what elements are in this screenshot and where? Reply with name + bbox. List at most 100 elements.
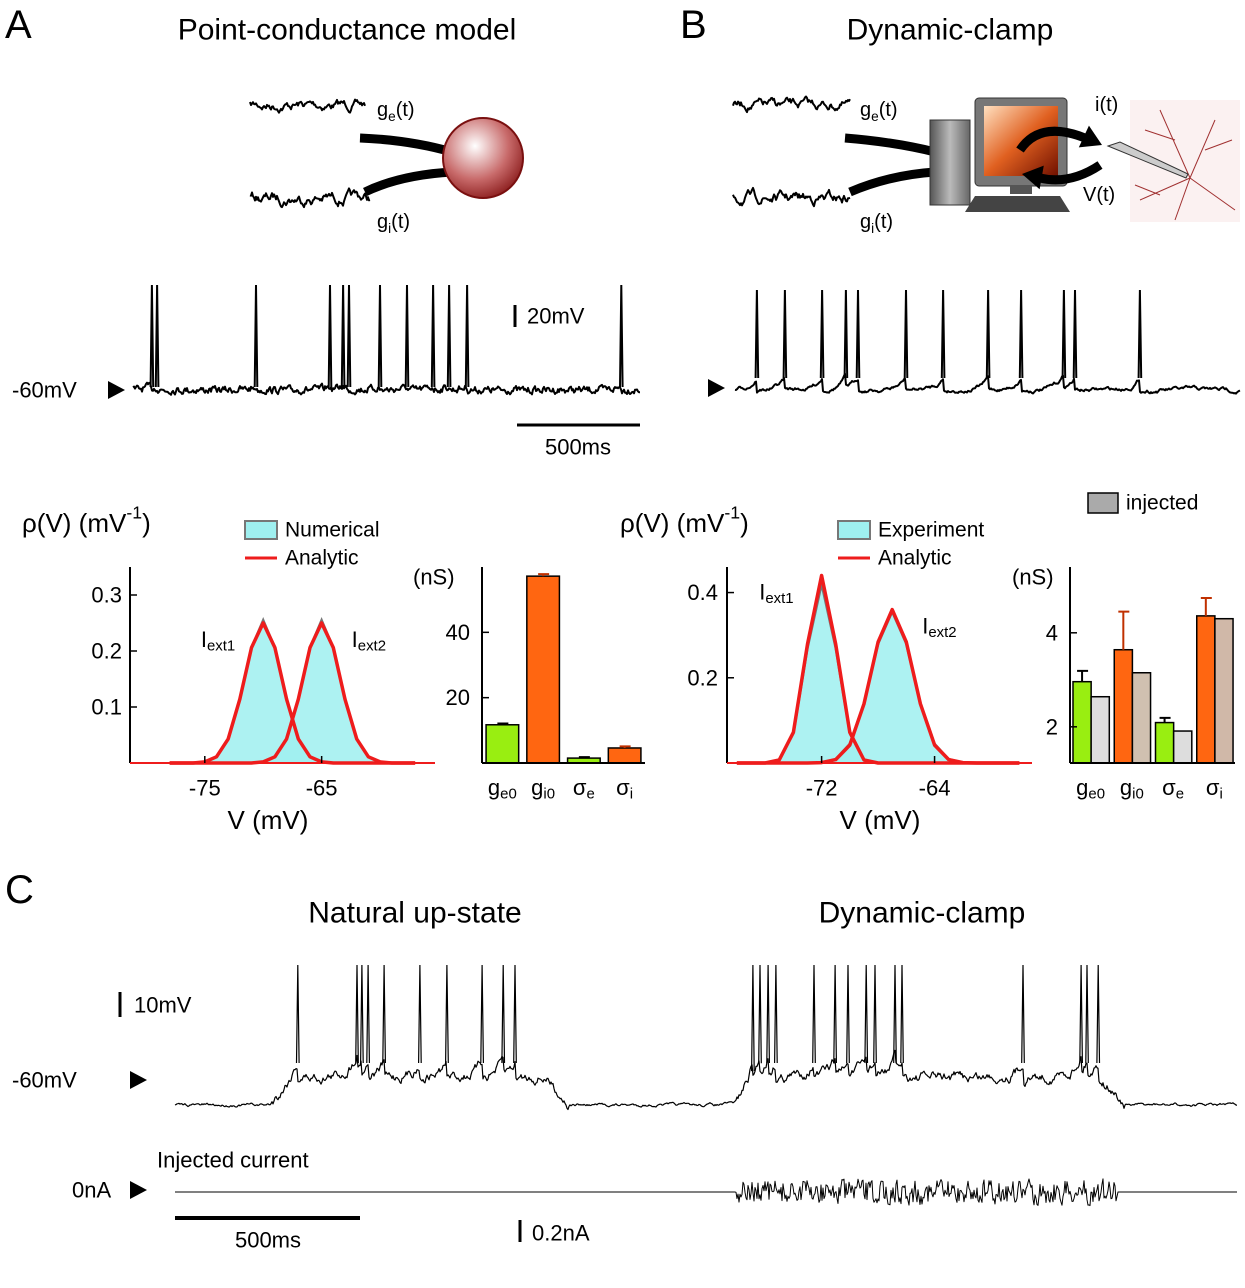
y-axis-label-part: ρ(V) (mV: [22, 508, 127, 538]
y-tick-label: 0.1: [91, 695, 122, 720]
annotation-part: I: [201, 627, 207, 652]
legend-label: Experiment: [878, 519, 984, 542]
y-tick-label: 0.3: [91, 583, 122, 608]
area-fill: [169, 620, 416, 763]
scale-label: 0.2nA: [532, 1221, 590, 1246]
spike: [1079, 964, 1083, 1064]
dendrite: [1139, 177, 1191, 201]
neuron-model: [442, 117, 524, 199]
arrow: [363, 167, 453, 197]
spike: [346, 284, 352, 388]
dendrite: [1134, 184, 1161, 196]
input-wave: [732, 186, 851, 208]
input-label: ge(t): [377, 99, 415, 124]
x-tick-label: σi: [616, 775, 633, 803]
area-fill: [736, 584, 1020, 763]
spike: [149, 284, 155, 388]
spike: [864, 964, 869, 1064]
legend-swatch: [1087, 492, 1119, 514]
x-axis-label: V (mV): [228, 805, 309, 835]
x-tick-label-part: e0: [1088, 785, 1105, 802]
x-tick-label-part: i: [1220, 785, 1223, 802]
dendrite: [1204, 139, 1233, 151]
error-bar: [538, 573, 550, 577]
spike: [900, 964, 904, 1064]
x-tick-label: σe: [1162, 775, 1184, 803]
bar: [1072, 680, 1092, 764]
output-label: i(t): [1095, 94, 1118, 116]
spike: [1085, 964, 1089, 1064]
input-label: gi(t): [860, 211, 893, 236]
spike: [1018, 289, 1024, 379]
legend-swatch: [244, 520, 278, 540]
annotation-part: ext2: [358, 637, 386, 654]
input-label-part: i: [388, 221, 391, 236]
input-label-part: e: [388, 109, 396, 124]
output-label: V(t): [1083, 184, 1115, 206]
spike: [480, 964, 484, 1064]
input-wave: [249, 98, 366, 114]
y-tick-label: 4: [1046, 620, 1058, 645]
error-bar: [619, 745, 631, 748]
spike: [501, 964, 506, 1064]
y-axis-label-part: -1: [126, 503, 142, 523]
arrow-head: [1078, 125, 1102, 148]
input-wave: [732, 95, 851, 114]
input-label-part: (t): [874, 211, 893, 233]
annotation-part: ext1: [765, 590, 793, 607]
computer-tower: [929, 119, 971, 206]
spike: [751, 964, 755, 1072]
y-tick-label: 20: [446, 685, 470, 710]
bar: [1131, 672, 1152, 764]
spike: [782, 289, 788, 379]
y-axis-label: (nS): [1012, 565, 1054, 590]
panel-title: Dynamic-clamp: [819, 897, 1026, 930]
arrow: [359, 133, 454, 157]
y-axis-label-part: ρ(V) (mV: [620, 508, 725, 538]
spike: [812, 964, 816, 1064]
input-label-part: (t): [396, 99, 415, 121]
marker-arrow: [708, 379, 725, 397]
bar: [1172, 730, 1193, 764]
input-label-part: g: [860, 99, 871, 121]
x-tick-label-part: σ: [1162, 775, 1176, 800]
y-axis-label: (nS): [413, 565, 455, 590]
x-tick-label: -65: [306, 776, 338, 801]
dendrite: [1144, 129, 1176, 141]
legend-label: Analytic: [285, 547, 359, 570]
x-tick-label-part: g: [488, 775, 500, 800]
spike: [418, 964, 422, 1064]
legend-swatch: [837, 520, 871, 540]
error-bar: [578, 756, 590, 759]
arrow: [844, 133, 937, 157]
dendrite: [1189, 177, 1236, 211]
x-tick-label: ge0: [1076, 775, 1105, 803]
input-label-part: g: [377, 99, 388, 121]
x-tick-label: gi0: [1120, 775, 1144, 803]
spike: [1072, 289, 1078, 379]
rest-label: -60mV: [12, 378, 77, 403]
bar: [1154, 721, 1175, 764]
marker-arrow: [130, 1071, 147, 1089]
spike: [774, 964, 778, 1064]
spike: [758, 964, 762, 1064]
spike: [985, 289, 991, 379]
spike: [340, 284, 346, 388]
marker-arrow: [108, 381, 125, 399]
spike: [819, 289, 825, 379]
x-tick-label-part: g: [531, 775, 543, 800]
spike: [843, 289, 849, 379]
x-tick-label: σe: [573, 775, 595, 803]
x-tick-label-part: e: [587, 785, 595, 802]
pipette: [1106, 141, 1189, 179]
annotation: Iext2: [922, 613, 956, 641]
spike: [893, 964, 897, 1064]
input-wave: [249, 187, 371, 209]
y-axis-label-part: ): [142, 508, 151, 538]
x-tick-label-part: i0: [543, 785, 555, 802]
spike: [940, 289, 946, 379]
dendrite: [1159, 109, 1191, 179]
x-tick-label-part: g: [1120, 775, 1132, 800]
x-tick-label-part: σ: [1206, 775, 1220, 800]
